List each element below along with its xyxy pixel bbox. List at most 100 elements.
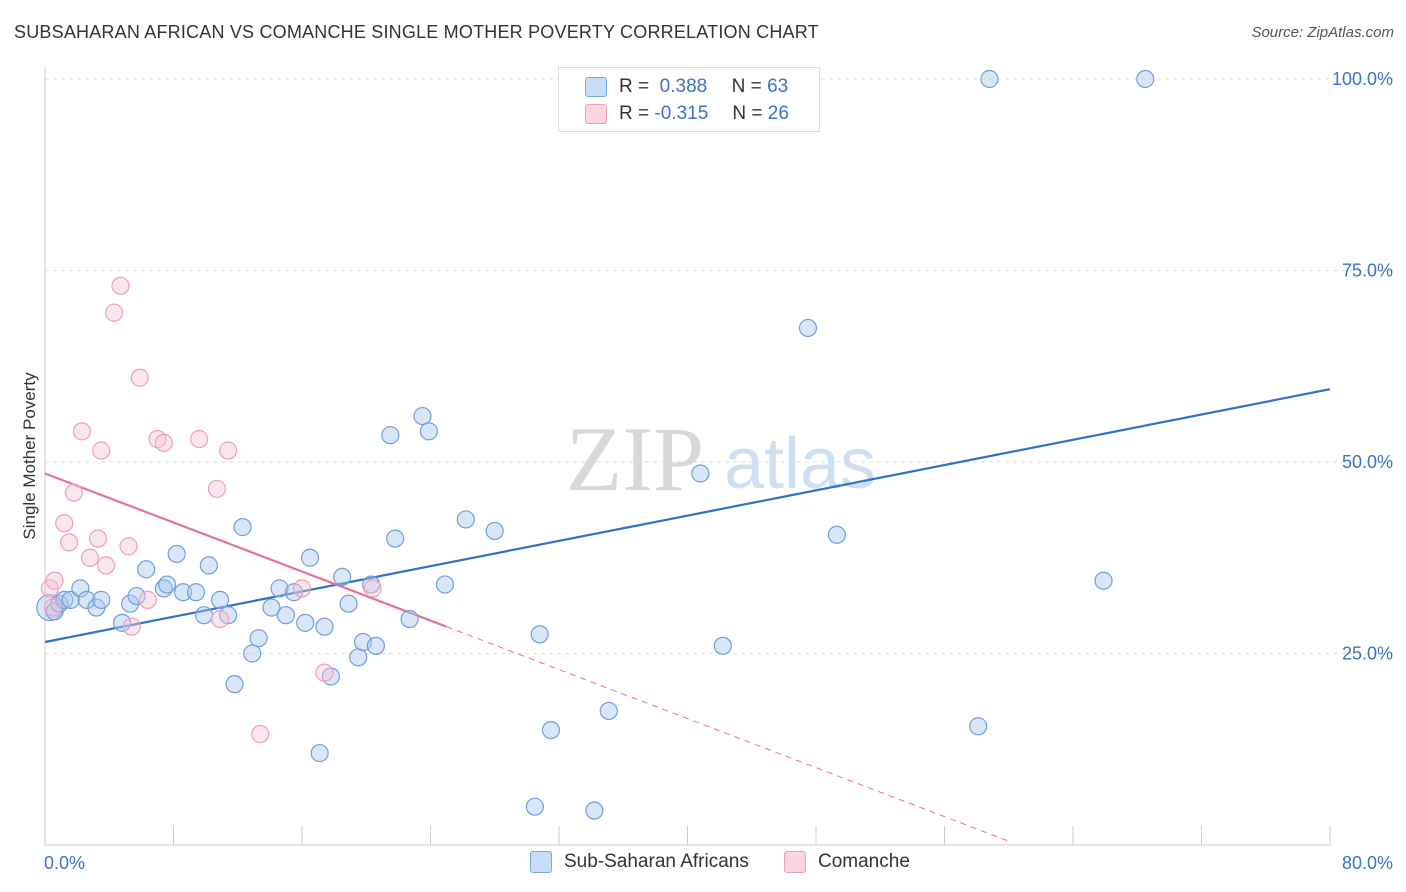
trend-line-sub-saharan xyxy=(44,388,1331,644)
legend-row-comanche: R = -0.315 N = 26 xyxy=(585,100,789,128)
data-point-comanche xyxy=(80,548,100,567)
trend-line-comanche xyxy=(44,472,447,628)
data-point-sub-saharan xyxy=(386,529,405,548)
data-point-sub-saharan xyxy=(541,720,561,740)
watermark: ZIP atlas xyxy=(566,408,876,510)
source-credit: Source: ZipAtlas.com xyxy=(1251,24,1394,41)
data-point-comanche xyxy=(59,533,79,552)
legend-r-label: R = xyxy=(619,76,650,97)
data-point-sub-saharan xyxy=(127,586,146,606)
data-point-sub-saharan xyxy=(435,575,455,594)
data-point-comanche xyxy=(122,617,141,636)
data-point-sub-saharan xyxy=(713,636,732,655)
data-point-comanche xyxy=(92,441,111,460)
legend-item-comanche: Comanche xyxy=(784,851,910,873)
data-point-sub-saharan xyxy=(300,548,320,567)
data-point-sub-saharan xyxy=(186,583,206,602)
legend-r-value: -0.315 xyxy=(654,103,709,124)
data-point-sub-saharan xyxy=(485,521,504,541)
y-tick-label: 100.0% xyxy=(1332,69,1393,89)
data-point-comanche xyxy=(130,368,149,387)
data-point-comanche xyxy=(55,514,74,533)
data-point-sub-saharan xyxy=(599,701,618,721)
data-point-comanche xyxy=(207,479,226,498)
data-point-sub-saharan xyxy=(77,590,96,609)
data-point-sub-saharan xyxy=(157,575,177,594)
data-point-sub-saharan xyxy=(243,644,262,663)
data-point-sub-saharan xyxy=(310,743,329,763)
legend-r-value: 0.388 xyxy=(659,76,708,97)
data-point-sub-saharan xyxy=(167,544,186,564)
gridlines xyxy=(45,78,1395,654)
x-tick-label: 80.0% xyxy=(1342,853,1393,873)
y-tick-label: 50.0% xyxy=(1342,452,1393,472)
data-point-sub-saharan xyxy=(419,422,438,441)
data-point-comanche xyxy=(104,303,124,322)
watermark-atlas: atlas xyxy=(724,424,876,504)
data-points xyxy=(36,69,1155,820)
data-point-comanche xyxy=(219,441,238,460)
data-point-comanche xyxy=(315,663,334,682)
data-point-comanche xyxy=(119,537,138,556)
legend-label: Comanche xyxy=(818,851,910,872)
data-point-comanche xyxy=(72,422,92,441)
data-point-sub-saharan xyxy=(262,598,281,617)
data-point-sub-saharan xyxy=(585,801,604,820)
data-point-sub-saharan xyxy=(270,579,289,598)
y-tick-label: 25.0% xyxy=(1342,644,1393,664)
data-point-sub-saharan xyxy=(71,579,90,598)
series-legend: Sub-Saharan Africans Comanche xyxy=(0,851,1406,879)
data-point-sub-saharan xyxy=(249,629,268,648)
data-point-sub-saharan xyxy=(366,636,385,655)
data-point-sub-saharan xyxy=(530,625,549,644)
data-point-comanche xyxy=(154,433,173,452)
data-point-sub-saharan xyxy=(525,797,545,816)
data-point-sub-saharan xyxy=(315,617,334,636)
data-point-comanche xyxy=(43,598,63,617)
data-point-comanche xyxy=(251,724,270,744)
data-point-comanche xyxy=(64,483,84,502)
data-point-sub-saharan xyxy=(333,567,352,587)
data-point-comanche xyxy=(45,571,64,590)
data-point-sub-saharan xyxy=(691,464,710,483)
tick-labels: 25.0% 50.0% 75.0% 100.0% 0.0% 80.0% xyxy=(44,69,1393,873)
data-point-sub-saharan xyxy=(92,590,111,609)
legend-swatch-blue xyxy=(585,77,607,97)
data-point-sub-saharan xyxy=(381,426,400,445)
legend-n-label: N = xyxy=(732,103,763,124)
data-point-sub-saharan xyxy=(980,69,999,89)
legend-swatch-blue xyxy=(530,851,552,873)
legend-swatch-pink xyxy=(784,851,806,873)
x-tick-label: 0.0% xyxy=(44,853,85,873)
data-point-comanche xyxy=(88,529,108,548)
data-point-sub-saharan xyxy=(339,594,358,613)
legend-row-sub-saharan: R = 0.388 N = 63 xyxy=(585,73,788,101)
data-point-comanche xyxy=(292,579,312,598)
data-point-sub-saharan xyxy=(798,318,818,338)
trend-line-extension xyxy=(446,626,1009,842)
data-point-comanche xyxy=(138,590,157,609)
data-point-sub-saharan xyxy=(1094,571,1113,590)
data-point-sub-saharan xyxy=(349,648,368,667)
data-point-sub-saharan xyxy=(233,518,252,537)
legend-swatch-pink xyxy=(585,104,607,124)
legend-n-label: N = xyxy=(731,76,762,97)
data-point-sub-saharan xyxy=(296,613,315,632)
data-point-sub-saharan xyxy=(400,609,419,629)
legend-item-sub-saharan: Sub-Saharan Africans xyxy=(530,851,749,873)
data-point-sub-saharan xyxy=(827,525,846,544)
data-point-comanche xyxy=(363,579,382,598)
data-point-comanche xyxy=(111,276,130,295)
data-point-sub-saharan xyxy=(194,606,214,625)
data-point-sub-saharan xyxy=(112,613,132,632)
legend-r-label: R = xyxy=(619,103,650,124)
legend-n-value: 26 xyxy=(767,103,789,124)
data-point-sub-saharan xyxy=(199,556,218,575)
data-point-sub-saharan xyxy=(225,675,244,694)
correlation-legend: R = 0.388 N = 63 R = -0.315 N = 26 xyxy=(558,67,820,132)
data-point-sub-saharan xyxy=(276,606,296,625)
data-point-sub-saharan xyxy=(137,560,156,579)
legend-n-value: 63 xyxy=(767,76,789,97)
watermark-zip: ZIP xyxy=(566,408,704,510)
